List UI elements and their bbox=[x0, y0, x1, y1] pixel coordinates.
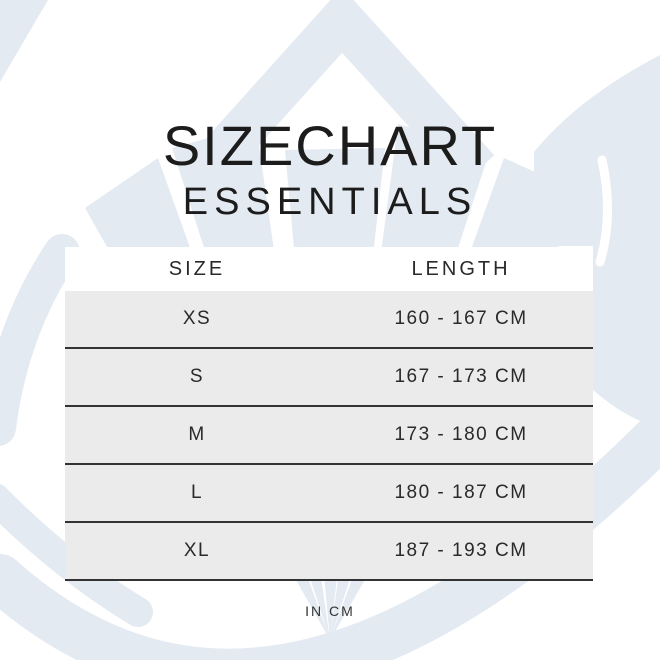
page-subtitle: ESSENTIALS bbox=[182, 181, 478, 223]
length-cell: 160 - 167 CM bbox=[394, 308, 528, 329]
length-cell: 187 - 193 CM bbox=[394, 540, 528, 561]
footer-note: IN CM bbox=[305, 603, 355, 619]
page-title: SIZECHART bbox=[162, 114, 498, 177]
table-row: M 173 - 180 CM bbox=[65, 407, 593, 465]
table-row: XL 187 - 193 CM bbox=[65, 523, 593, 581]
size-cell: L bbox=[190, 482, 204, 503]
length-cell: 180 - 187 CM bbox=[394, 482, 528, 503]
column-header-size: SIZE bbox=[168, 257, 226, 280]
length-cell: 173 - 180 CM bbox=[394, 424, 528, 445]
size-table: SIZE LENGTH XS 160 - 167 CM S 167 - 173 … bbox=[65, 247, 593, 581]
table-row: S 167 - 173 CM bbox=[65, 349, 593, 407]
size-cell: M bbox=[188, 424, 206, 445]
title-block: SIZECHART ESSENTIALS bbox=[0, 114, 660, 223]
table-row: XS 160 - 167 CM bbox=[65, 291, 593, 349]
length-cell: 167 - 173 CM bbox=[394, 366, 528, 387]
table-row: L 180 - 187 CM bbox=[65, 465, 593, 523]
column-header-length: LENGTH bbox=[411, 257, 511, 280]
size-cell: S bbox=[189, 366, 205, 387]
size-cell: XL bbox=[183, 540, 211, 561]
size-cell: XS bbox=[182, 308, 212, 329]
table-header-row: SIZE LENGTH bbox=[65, 247, 593, 291]
